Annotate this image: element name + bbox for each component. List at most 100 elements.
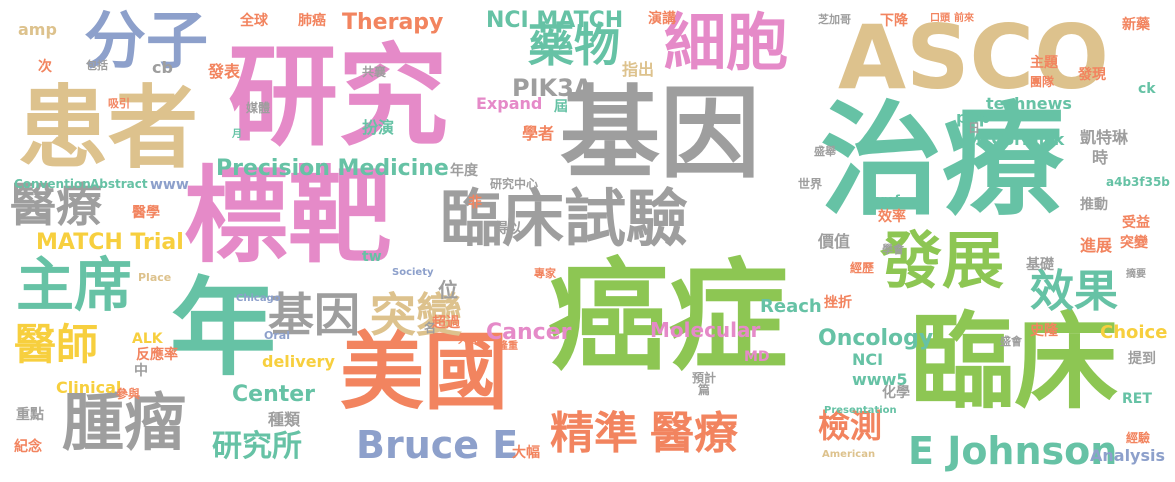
- word: 推動: [1080, 197, 1108, 213]
- word: Place: [138, 271, 172, 284]
- word: 名: [424, 321, 437, 335]
- word: Choice: [1100, 322, 1168, 343]
- word: 全球: [240, 13, 268, 29]
- word: 下降: [880, 13, 908, 29]
- word: ASCO: [838, 6, 1109, 109]
- word: 凱特琳: [1080, 128, 1129, 147]
- word: Center: [232, 382, 316, 407]
- word: 指出: [622, 60, 655, 79]
- word: 吸引: [108, 97, 130, 110]
- word: 經歷: [850, 261, 875, 275]
- word: 篇: [698, 383, 711, 397]
- word: 分子: [84, 4, 209, 77]
- word: 研究中心: [490, 177, 539, 191]
- word: 紀念: [14, 439, 42, 455]
- word: 團隊: [1030, 75, 1055, 89]
- word: delivery: [262, 352, 335, 371]
- word: 主題: [1030, 55, 1058, 71]
- word: 基因: [560, 75, 760, 192]
- word: Analysis: [1090, 446, 1166, 465]
- word: 患者: [18, 76, 198, 181]
- word: 治療: [820, 90, 1064, 232]
- word: 重點: [16, 407, 44, 423]
- word: Oral: [264, 329, 290, 342]
- word: Society: [392, 267, 434, 278]
- word: 盛舉: [814, 145, 836, 158]
- word: 研究所: [212, 429, 302, 464]
- word: 醫學: [132, 205, 160, 221]
- word: American: [822, 449, 876, 460]
- word: 新藥: [1122, 17, 1150, 33]
- word: Chicago: [236, 293, 281, 304]
- word: 主席: [16, 251, 133, 319]
- word: 大幅: [512, 445, 540, 461]
- word: 提到: [1128, 351, 1156, 367]
- word: php: [956, 108, 991, 127]
- word: 參與: [116, 387, 141, 401]
- word: E Johnson: [908, 429, 1118, 473]
- word: tw: [362, 249, 382, 265]
- word: 專家: [534, 267, 556, 280]
- word: ALK: [132, 331, 163, 347]
- word: 挫折: [824, 295, 852, 311]
- word: 腫瘤: [62, 386, 187, 459]
- word: 次: [38, 59, 52, 75]
- word: NCI: [852, 350, 884, 369]
- word: McCormick: [966, 130, 1065, 149]
- word: 化學: [882, 385, 910, 401]
- word: www: [150, 177, 189, 193]
- word: Expand: [476, 94, 543, 113]
- word: 包括: [86, 59, 108, 72]
- word: Molecular: [650, 318, 761, 342]
- word: 肺癌: [298, 13, 326, 29]
- word: 標靶: [184, 155, 393, 277]
- word: 價值: [818, 232, 851, 251]
- word: Abstract: [90, 177, 148, 191]
- word: 基因: [268, 288, 360, 342]
- word: 共襄: [362, 65, 387, 79]
- word: 發現: [1078, 67, 1106, 83]
- word: Cancer: [486, 320, 572, 345]
- word: 演講: [648, 11, 676, 27]
- word: 突變: [370, 288, 462, 342]
- word: 扮演: [362, 118, 395, 137]
- word: Presentation: [824, 405, 897, 416]
- word: MATCH Trial: [36, 230, 184, 255]
- word: 基礎: [1026, 257, 1054, 273]
- word: 臨床試驗: [440, 182, 689, 255]
- word: Reach: [760, 296, 822, 317]
- word: 年度: [450, 163, 478, 179]
- word: 超過: [432, 315, 460, 331]
- word: Convention: [14, 177, 91, 191]
- word: 研究: [228, 33, 448, 161]
- word: technews: [986, 94, 1072, 113]
- word: 中: [134, 363, 148, 379]
- word: 學會: [882, 243, 904, 256]
- word: 屆: [554, 99, 568, 115]
- word: 媒體: [246, 101, 271, 115]
- word: 芝加哥: [818, 13, 851, 26]
- word: cb: [152, 58, 173, 77]
- word: RET: [1122, 391, 1152, 407]
- word: Precision Medicine: [216, 156, 449, 181]
- word: 種類: [268, 410, 301, 429]
- word: 藥物: [528, 18, 620, 72]
- word: 非: [468, 195, 482, 211]
- word: 盛會: [1000, 335, 1022, 348]
- word: 位: [438, 278, 458, 302]
- word: 受益: [1122, 215, 1150, 231]
- word: 大會: [458, 335, 478, 346]
- word: PIK3A: [512, 74, 593, 102]
- word: 史隆: [1030, 323, 1058, 339]
- word: www5: [852, 370, 908, 389]
- word: 發表: [208, 62, 241, 81]
- word: 檢測: [818, 407, 883, 445]
- word: 美國: [340, 323, 509, 421]
- word: 世界: [798, 177, 823, 191]
- word: 年: [170, 267, 276, 390]
- word: Clinical: [56, 378, 122, 397]
- word: a4b3f35b: [1106, 175, 1170, 189]
- word: Oncology: [818, 326, 934, 351]
- word: 前來: [954, 13, 974, 24]
- word: 口頭: [930, 13, 950, 24]
